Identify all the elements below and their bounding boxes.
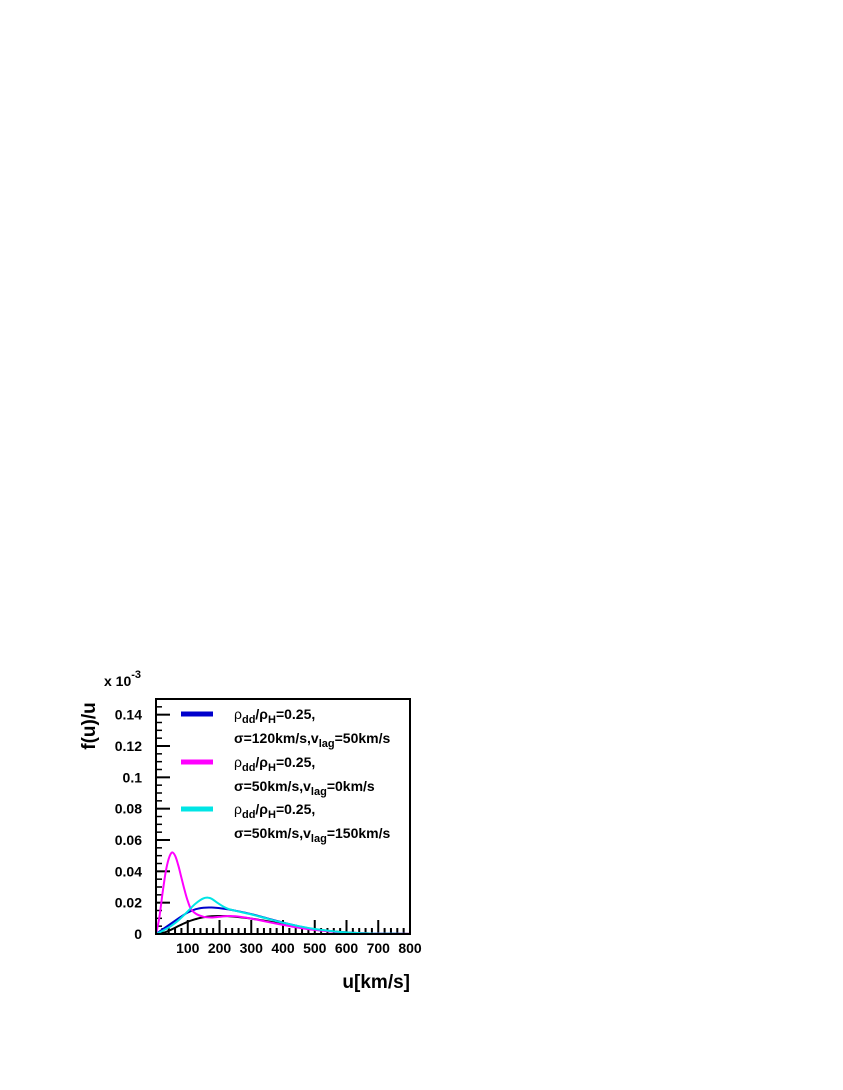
- y-tick-label: 0.08: [115, 801, 142, 817]
- legend-subscript: lag: [311, 833, 327, 845]
- legend-text-part: =0.25,: [276, 754, 315, 770]
- legend-rho: ρ: [234, 706, 242, 722]
- legend-label-line1: ρdd/ρH=0.25,: [234, 706, 315, 726]
- plot-frame: [155, 698, 411, 935]
- series-layer: [155, 851, 411, 935]
- series-line-cyan: [155, 896, 411, 935]
- legend-rho: ρ: [234, 754, 242, 770]
- legend-label-line2: σ=50km/s,vlag=0km/s: [234, 778, 375, 798]
- legend-subscript: dd: [242, 714, 255, 726]
- legend-subscript: H: [268, 809, 276, 821]
- legend-text-part: =0km/s: [327, 778, 375, 794]
- y-tick-label: 0.04: [115, 863, 142, 879]
- legend-text-part: /ρ: [255, 706, 268, 722]
- x-tick-labels: 100 200 300 400 500 600 700 800: [176, 940, 422, 956]
- y-tick-labels: 0 0.02 0.04 0.06 0.08 0.1 0.12 0.14: [115, 707, 142, 942]
- legend-text-part: σ=50km/s,v: [234, 825, 311, 841]
- legend-text-part: /ρ: [255, 754, 268, 770]
- legend-label-line1: ρdd/ρH=0.25,: [234, 754, 315, 774]
- legend-text-part: =150km/s: [327, 825, 391, 841]
- y-multiplier-base: x 10: [104, 673, 131, 689]
- legend-text-part: =0.25,: [276, 801, 315, 817]
- legend-text-part: =0.25,: [276, 706, 315, 722]
- x-tick-label: 200: [208, 940, 232, 956]
- x-tick-label: 100: [176, 940, 200, 956]
- legend-subscript: dd: [242, 762, 255, 774]
- y-axis-title: f(u)/u: [79, 702, 100, 749]
- y-tick-label: 0: [134, 926, 142, 942]
- series-line-magenta: [155, 851, 411, 935]
- x-tick-label: 800: [398, 940, 422, 956]
- legend-label-line2: σ=120km/s,vlag=50km/s: [234, 730, 390, 750]
- x-tick-label: 700: [367, 940, 391, 956]
- y-tick-label: 0.14: [115, 707, 142, 723]
- x-tick-label: 300: [240, 940, 264, 956]
- y-tick-label: 0.02: [115, 895, 142, 911]
- legend-subscript: dd: [242, 809, 255, 821]
- legend-text-part: /ρ: [255, 801, 268, 817]
- x-tick-label: 400: [271, 940, 295, 956]
- legend-subscript: lag: [319, 738, 335, 750]
- y-multiplier-exponent: -3: [131, 669, 141, 681]
- legend-text-part: σ=120km/s,v: [234, 730, 319, 746]
- legend-label-line1: ρdd/ρH=0.25,: [234, 801, 315, 821]
- legend-text-part: σ=50km/s,v: [234, 778, 311, 794]
- y-tick-label: 0.1: [123, 769, 143, 785]
- x-tick-label: 500: [303, 940, 327, 956]
- legend: ρdd/ρH=0.25,σ=120km/s,vlag=50km/sρdd/ρH=…: [181, 706, 390, 845]
- legend-subscript: H: [268, 762, 276, 774]
- y-axis-multiplier: x 10-3: [104, 669, 141, 689]
- y-tick-label: 0.12: [115, 738, 142, 754]
- y-tick-label: 0.06: [115, 832, 142, 848]
- x-axis-title: u[km/s]: [342, 972, 410, 993]
- legend-label-line2: σ=50km/s,vlag=150km/s: [234, 825, 390, 845]
- legend-rho: ρ: [234, 801, 242, 817]
- legend-subscript: H: [268, 714, 276, 726]
- legend-text-part: =50km/s: [335, 730, 391, 746]
- x-tick-label: 600: [335, 940, 359, 956]
- legend-subscript: lag: [311, 786, 327, 798]
